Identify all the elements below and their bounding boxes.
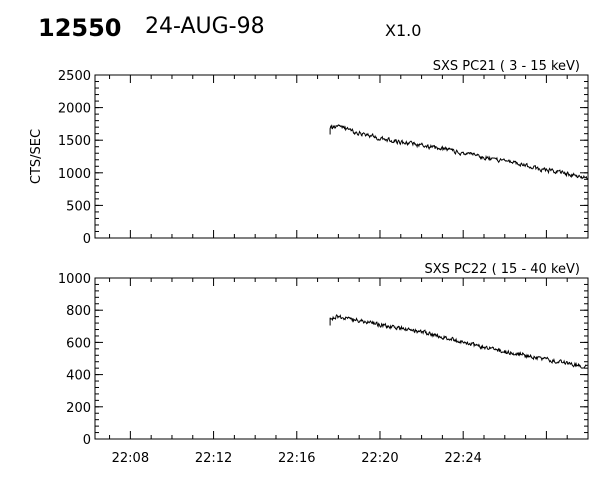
top-panel-title: SXS PC21 ( 3 - 15 keV) xyxy=(433,59,580,74)
top-series-line-0 xyxy=(329,124,588,180)
bottom-ytick-label: 200 xyxy=(66,401,91,416)
event-id: 12550 xyxy=(38,14,122,42)
top-ytick-label: 1000 xyxy=(58,167,91,182)
bottom-ytick-label: 800 xyxy=(66,304,91,319)
top-ytick-label: 0 xyxy=(83,232,91,247)
bottom-xtick-label: 22:20 xyxy=(361,451,398,466)
top-ytick-label: 2500 xyxy=(58,69,91,84)
bottom-ytick-label: 600 xyxy=(66,336,91,351)
bottom-xtick-label: 22:12 xyxy=(195,451,232,466)
bottom-ytick-label: 1000 xyxy=(58,272,91,287)
scale-label: X1.0 xyxy=(385,21,422,40)
bottom-panel-title: SXS PC22 ( 15 - 40 keV) xyxy=(424,262,580,277)
top-plot-frame xyxy=(94,74,589,239)
bottom-ytick-label: 400 xyxy=(66,369,91,384)
bottom-ytick-label: 0 xyxy=(83,433,91,448)
bottom-xtick-label: 22:16 xyxy=(278,451,315,466)
bottom-plot-frame xyxy=(94,277,589,440)
bottom-series-line-0 xyxy=(329,314,588,369)
event-date: 24-AUG-98 xyxy=(145,14,265,39)
bottom-xtick-label: 22:08 xyxy=(112,451,149,466)
top-ylabel: CTS/SEC xyxy=(29,129,44,184)
top-ytick-label: 500 xyxy=(66,199,91,214)
top-ytick-label: 1500 xyxy=(58,134,91,149)
bottom-xtick-label: 22:24 xyxy=(444,451,481,466)
top-ytick-label: 2000 xyxy=(58,102,91,117)
